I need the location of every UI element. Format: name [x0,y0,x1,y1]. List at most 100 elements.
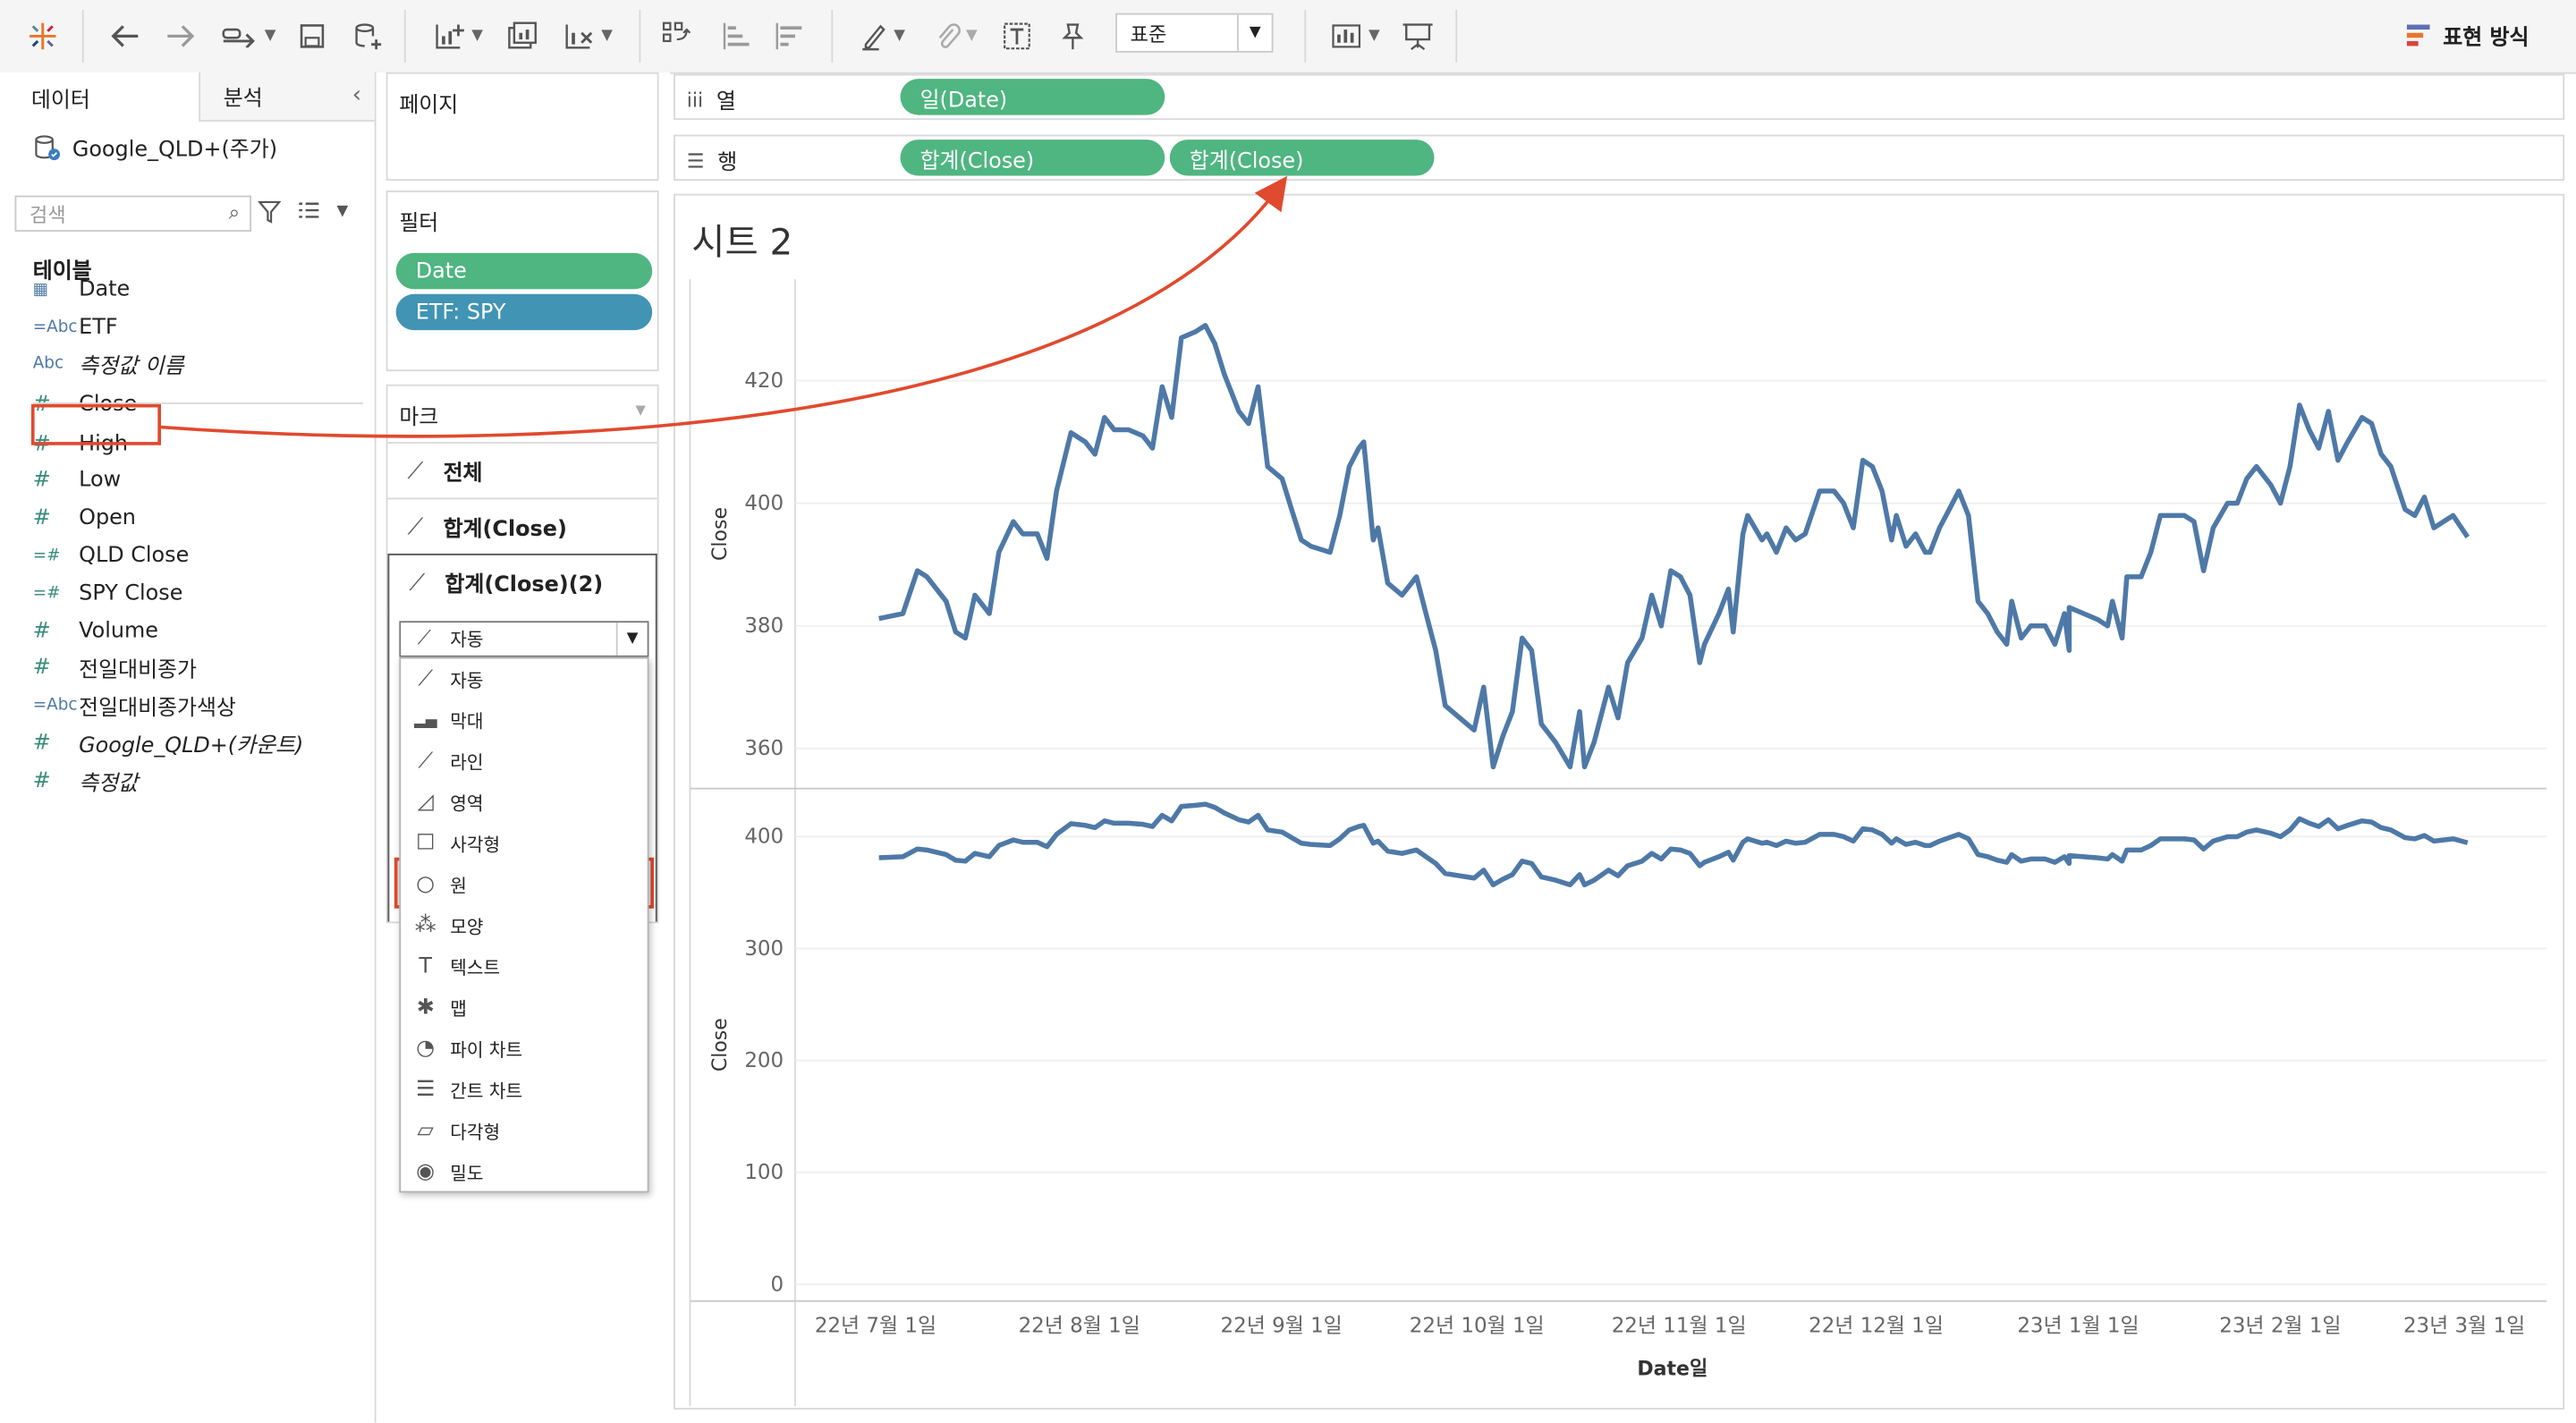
menu-item-1[interactable]: ▂▄ 막대 [401,699,648,741]
new-datasource-icon[interactable] [348,13,387,59]
hash-icon: # [32,504,51,530]
series-line-pane-2[interactable] [878,801,2469,888]
highlight-icon[interactable]: ▼ [851,13,913,59]
new-worksheet-icon[interactable]: ▼ [424,13,493,59]
x-tick-label: 22년 7월 1일 [815,1315,936,1338]
pages-title: 페이지 [399,93,459,119]
marks-row-label: 합계(Close)(2) [445,573,604,598]
field-name: 측정값 [79,771,139,796]
y-tick-label: 360 [744,737,784,760]
field-전일대비종가[interactable]: # 전일대비종가 [33,649,361,685]
fit-select[interactable]: 표준 ▼ [1115,13,1274,53]
marks-row-label: 합계(Close) [443,517,567,543]
columns-pill-day-date[interactable]: 일(Date) [900,79,1165,115]
field-측정값[interactable]: # 측정값 [33,762,361,798]
tab-data[interactable]: 데이터 [0,72,201,122]
field-전일대비종가색상[interactable]: =Abc 전일대비종가색상 [33,687,361,723]
menu-item-4[interactable]: ☐ 사각형 [401,823,648,864]
field-측정값-이름[interactable]: Abc 측정값 이름 [33,345,361,381]
marks-row-close[interactable]: ⟋ 합계(Close) [387,497,657,554]
series-line-pane-1[interactable] [878,323,2470,770]
text-icon: T [419,954,433,979]
menu-item-7[interactable]: T 텍스트 [401,946,648,987]
hash-calc-icon: =# [32,583,61,603]
rows-icon: ☰ [686,148,705,172]
x-tick-label: 22년 8월 1일 [1019,1315,1140,1338]
pill-label: 합계(Close) [919,148,1035,174]
replay-icon[interactable]: ▼ [216,13,281,59]
show-labels-icon[interactable] [997,13,1037,59]
rows-pill-close-2[interactable]: 합계(Close) [1169,140,1435,176]
sort-ascending-icon[interactable] [716,13,756,59]
menu-item-label: 모양 [450,915,484,937]
x-tick-label: 23년 3월 1일 [2403,1315,2525,1338]
line-icon: ⟋ [417,625,431,649]
field-spy-close[interactable]: =# SPY Close [33,575,361,611]
field-volume[interactable]: # Volume [33,613,361,648]
tab-analysis-label: 분석 [223,87,263,112]
fit-select-value: 표준 [1130,21,1167,46]
menu-item-12[interactable]: ◉ 밀도 [401,1152,648,1193]
menu-item-5[interactable]: ○ 원 [401,864,648,905]
presentation-mode-icon[interactable] [1398,13,1437,59]
datasource-icon [35,134,61,160]
field-name: 전일대비종가 [79,657,197,683]
undo-icon[interactable] [106,13,145,59]
menu-item-label: 텍스트 [450,956,501,978]
redo-icon[interactable] [161,13,200,59]
save-icon[interactable] [294,13,330,59]
datasource-name: Google_QLD+(주가) [72,138,278,163]
line-icon: ⟋ [407,512,424,540]
tableau-logo-icon[interactable] [23,13,63,59]
polygon-icon: ▱ [417,1118,434,1144]
show-me-label: 표현 방식 [2443,26,2529,51]
hash-calc-icon: =# [32,546,61,564]
field-open[interactable]: # Open [33,499,361,535]
toolbar-separator [639,10,641,63]
field-etf[interactable]: =Abc ETF [33,309,361,344]
marks-row-close-2[interactable]: ⟋ 합계(Close)(2) [387,553,657,610]
menu-item-11[interactable]: ▱ 다각형 [401,1111,648,1152]
toolbar-separator [831,10,834,63]
field-google-qld-카운트-[interactable]: # Google_QLD+(카운트) [33,724,361,760]
marks-row-all[interactable]: ⟋ 전체 [387,442,657,497]
sort-descending-icon[interactable] [769,13,809,59]
collapse-pane-icon[interactable]: ‹ [352,81,362,109]
marks-active-border [655,609,657,922]
menu-item-label: 다각형 [450,1121,501,1143]
mark-type-select[interactable]: ⟋ 자동 ▼ [399,621,649,657]
clear-sheet-icon[interactable]: ▼ [554,13,623,59]
group-paperclip-icon[interactable]: ▼ [923,13,988,59]
field-low[interactable]: # Low [33,462,361,497]
y-tick-label: 400 [744,492,784,515]
map-icon: ✱ [416,995,435,1021]
line-icon: ⟋ [407,457,424,484]
rows-pill-close-1[interactable]: 합계(Close) [900,140,1165,176]
menu-item-8[interactable]: ✱ 맵 [401,987,648,1029]
field-date[interactable]: ▦ Date [33,271,361,307]
hash-icon: # [32,654,51,680]
area-icon: ◿ [417,790,434,816]
fix-axes-pin-icon[interactable] [1052,13,1091,59]
pages-card[interactable]: 페이지 [386,72,659,182]
tab-analysis[interactable]: 분석 ‹ [200,72,375,122]
menu-item-9[interactable]: ◔ 파이 차트 [401,1029,648,1070]
swap-rows-columns-icon[interactable] [657,13,697,59]
duplicate-sheet-icon[interactable] [503,13,542,59]
menu-item-6[interactable]: ⁂ 모양 [401,905,648,946]
datasource-item[interactable]: Google_QLD+(주가) [33,131,277,163]
field-name: ETF [79,314,118,340]
card-visibility-icon[interactable]: ▼ [1324,13,1386,59]
chevron-down-icon: ▼ [1237,14,1272,51]
menu-item-0[interactable]: ⟋ 자동 [401,659,648,700]
menu-item-10[interactable]: ☰ 간트 차트 [401,1070,648,1111]
menu-item-label: 막대 [450,710,484,733]
field-name: Google_QLD+(카운트) [79,733,304,758]
menu-item-2[interactable]: ⟋ 라인 [401,741,648,782]
show-me-button[interactable]: 표현 방식 [2406,20,2529,51]
menu-item-3[interactable]: ◿ 영역 [401,782,648,823]
toolbar-separator [403,10,406,63]
field-qld-close[interactable]: =# QLD Close [33,538,361,573]
field-name: Low [79,467,122,493]
y-axis-label: Close [709,1018,732,1071]
